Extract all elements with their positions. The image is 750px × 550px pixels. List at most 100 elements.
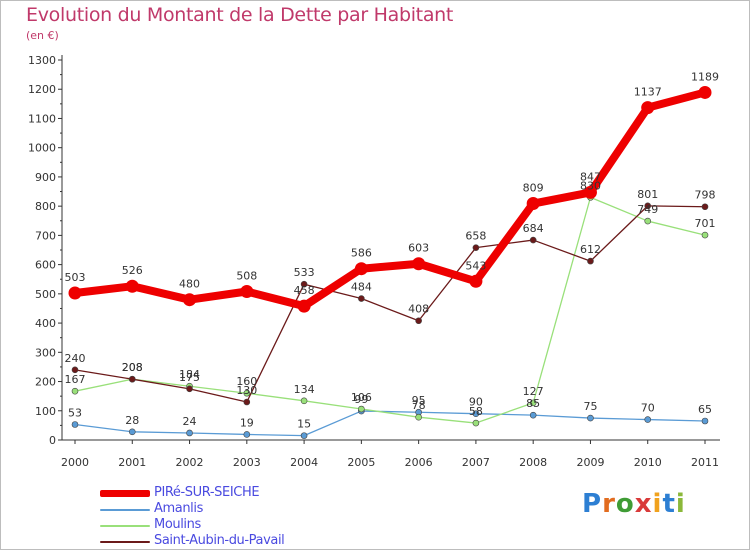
- data-label-0-2: 480: [179, 278, 200, 291]
- data-point-2-3: [243, 389, 251, 397]
- data-label-3-10: 801: [637, 188, 658, 201]
- data-label-3-9: 612: [580, 243, 601, 256]
- y-tick-label: 700: [35, 229, 56, 242]
- legend-swatch-saint-aubin: [100, 541, 150, 543]
- series-line-3: [74, 205, 706, 403]
- data-label-0-7: 543: [465, 259, 486, 272]
- data-label-2-4: 134: [294, 383, 315, 396]
- data-label-0-10: 1137: [634, 86, 662, 99]
- legend-swatch-pire: [100, 490, 150, 497]
- logo-letter: t: [662, 489, 676, 519]
- x-tick-label: 2010: [634, 456, 662, 469]
- logo-letter: i: [652, 489, 663, 519]
- data-label-1-11: 65: [698, 403, 712, 416]
- data-label-1-9: 75: [583, 400, 597, 413]
- legend-label-pire: PIRé-SUR-SEICHE: [154, 485, 260, 500]
- chart-svg: 0 100 200 300 400 500 600 700 800 900 1000 1100 1200…: [28, 54, 720, 469]
- data-point-1-10: [644, 416, 652, 423]
- data-label-3-4: 533: [294, 266, 315, 279]
- data-point-3-3: [243, 398, 251, 406]
- data-label-0-5: 586: [351, 247, 372, 260]
- legend-swatch-amanlis: [100, 509, 150, 511]
- data-label-0-8: 809: [523, 182, 544, 195]
- data-point-1-1: [128, 428, 136, 436]
- data-label-3-0: 240: [65, 352, 86, 365]
- data-label-3-2: 175: [179, 371, 200, 384]
- chart-axes: 0 100 200 300 400 500 600 700 800 900 1000 1100 1200…: [28, 54, 720, 469]
- data-label-0-11: 1189: [691, 70, 719, 83]
- y-tick-label: 900: [35, 171, 56, 184]
- y-tick-label: 200: [35, 376, 56, 389]
- logo-letter: P: [582, 489, 603, 519]
- legend-label-saint-aubin: Saint-Aubin-du-Pavail: [154, 533, 285, 548]
- data-label-1-10: 70: [641, 402, 655, 415]
- data-point-3-9: [587, 257, 594, 265]
- data-label-1-6: 95: [412, 394, 426, 407]
- chart-lines: [68, 85, 712, 439]
- data-point-2-7: [472, 419, 480, 427]
- series-line-1: [74, 410, 706, 437]
- data-point-3-7: [472, 244, 480, 251]
- data-point-2-6: [415, 413, 422, 421]
- x-tick-label: 2009: [576, 456, 604, 469]
- data-label-0-0: 503: [65, 271, 86, 284]
- series-line-2: [74, 196, 706, 424]
- data-point-1-3: [243, 431, 251, 438]
- data-label-1-4: 15: [297, 418, 311, 431]
- data-label-2-1: 208: [122, 361, 143, 374]
- legend-label-amanlis: Amanlis: [154, 501, 203, 516]
- data-point-3-2: [186, 385, 193, 393]
- legend-swatch-moulins: [100, 525, 150, 527]
- data-label-0-9: 847: [580, 170, 601, 183]
- data-point-3-0: [71, 366, 79, 374]
- x-tick-label: 2001: [118, 456, 146, 469]
- data-label-1-1: 28: [125, 414, 139, 427]
- data-label-2-10: 749: [637, 203, 658, 216]
- logo-letter: i: [675, 489, 686, 519]
- data-point-0-7: [469, 274, 483, 288]
- x-tick-label: 2000: [61, 456, 89, 469]
- data-label-0-1: 526: [122, 264, 143, 277]
- y-tick-label: 1200: [28, 83, 56, 96]
- data-label-3-11: 798: [695, 189, 716, 202]
- data-point-3-6: [415, 317, 422, 325]
- data-point-0-2: [183, 293, 197, 307]
- data-point-1-8: [529, 411, 537, 419]
- legend-label-moulins: Moulins: [154, 517, 201, 532]
- data-point-2-4: [300, 397, 308, 405]
- data-label-0-4: 458: [294, 284, 315, 297]
- x-tick-label: 2008: [519, 456, 547, 469]
- x-tick-label: 2007: [462, 456, 490, 469]
- data-label-2-11: 701: [695, 217, 716, 230]
- y-tick-label: 400: [35, 317, 56, 330]
- data-point-2-5: [358, 405, 365, 413]
- data-label-3-1: 208: [122, 361, 143, 374]
- data-point-1-0: [71, 421, 79, 428]
- data-point-0-10: [641, 101, 655, 115]
- x-tick-label: 2006: [405, 456, 433, 469]
- data-label-3-3: 130: [236, 384, 257, 397]
- data-point-0-6: [412, 257, 426, 271]
- data-label-3-7: 658: [465, 230, 486, 243]
- data-label-2-8: 127: [523, 385, 544, 398]
- data-label-1-7: 90: [469, 396, 483, 409]
- data-point-0-9: [583, 185, 597, 199]
- data-point-2-0: [71, 387, 79, 395]
- data-point-3-8: [529, 236, 537, 244]
- data-label-3-5: 484: [351, 281, 372, 294]
- y-tick-label: 500: [35, 288, 56, 301]
- x-tick-label: 2005: [347, 456, 375, 469]
- x-tick-label: 2003: [233, 456, 261, 469]
- data-label-2-3: 160: [236, 375, 257, 388]
- logo-letter: x: [634, 489, 653, 519]
- data-label-1-3: 19: [240, 416, 254, 429]
- data-label-0-3: 508: [236, 270, 257, 283]
- data-point-0-4: [297, 299, 311, 313]
- y-tick-label: 800: [35, 200, 56, 213]
- data-point-3-5: [358, 295, 365, 302]
- data-label-2-7: 58: [469, 405, 483, 418]
- data-point-3-1: [128, 375, 136, 383]
- chart-title: Evolution du Montant de la Dette par Hab…: [26, 4, 454, 26]
- y-tick-label: 1000: [28, 142, 56, 155]
- data-point-0-8: [526, 197, 540, 211]
